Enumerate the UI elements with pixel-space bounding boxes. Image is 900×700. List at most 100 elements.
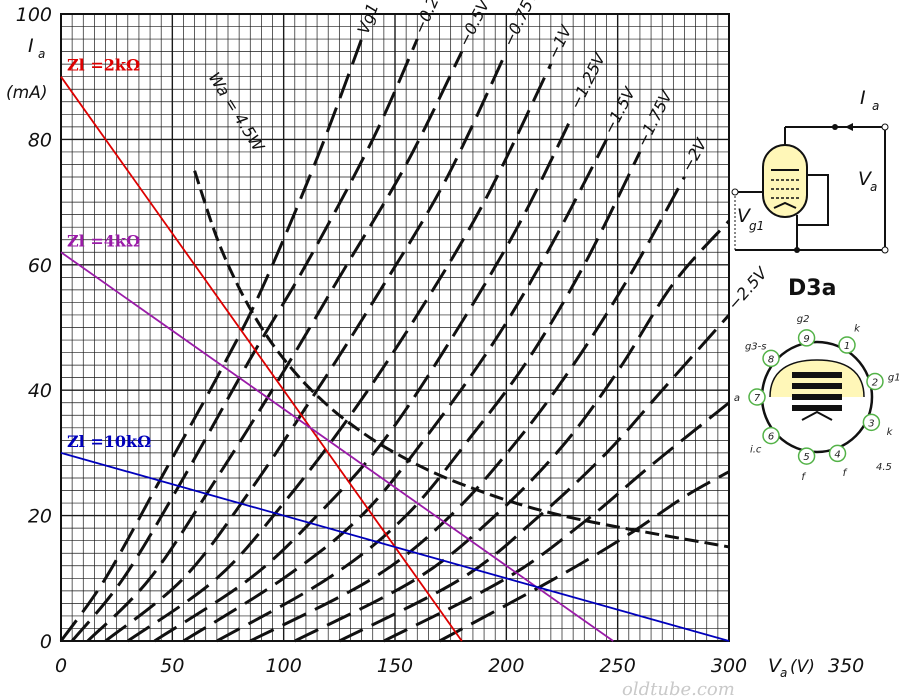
pin-number: 5: [803, 452, 809, 463]
load-line: [60, 251, 614, 642]
x-tick-label: 50: [160, 655, 184, 677]
cathode-junction: [794, 247, 800, 253]
x-tick-label: 150: [377, 655, 413, 677]
y-tick-label: 60: [28, 255, 52, 277]
x-tick-label: 250: [600, 655, 636, 677]
schematic-anode-sub: a: [870, 180, 877, 194]
load-line-label: Zl =4kΩ: [67, 231, 140, 250]
y-axis-subscript: a: [38, 47, 45, 61]
characteristic-curve: [126, 63, 553, 643]
curve-label: −1.5V: [599, 83, 639, 137]
y-tick-label: 0: [40, 631, 52, 653]
tube-envelope: [762, 144, 808, 218]
electrode-bar-4: [792, 405, 842, 411]
x-tick-label: 200: [488, 655, 524, 677]
characteristic-curve: [294, 219, 731, 643]
x-tick-label: 300: [711, 655, 747, 677]
pin-circle: [748, 388, 766, 406]
y-tick-label: 100: [16, 4, 52, 26]
y-axis-title: I a (mA): [6, 35, 47, 103]
pin-number: 3: [868, 418, 874, 429]
screen-wire: [797, 174, 829, 226]
pin-label: g3-s: [745, 342, 767, 353]
schematic-anode-voltage: V: [858, 168, 873, 190]
pin-label: f: [801, 472, 806, 483]
grid-terminal: [731, 188, 739, 196]
pin-label: a: [734, 393, 740, 404]
schematic-background: [730, 103, 898, 265]
schematic-grid-sub: g1: [749, 219, 764, 233]
anode-terminal: [881, 123, 889, 131]
current-arrow-icon: [845, 123, 853, 131]
x-tick-label: 100: [266, 655, 302, 677]
electrode-bar-2: [792, 383, 842, 389]
heater-symbol: [801, 410, 833, 421]
pin-number: 8: [768, 354, 774, 365]
x-axis-title: V a (V) 350: [768, 655, 864, 680]
characteristic-curve: [59, 38, 364, 642]
y-tick-label: 80: [28, 129, 52, 151]
pin-label: g1: [888, 372, 900, 383]
pin-number: 1: [844, 341, 850, 352]
characteristic-curve: [383, 401, 730, 643]
y-tick-label: 20: [28, 506, 52, 528]
characteristic-curve: [86, 50, 464, 643]
power-curve-label: Wa = 4.5W: [205, 69, 269, 156]
pin-label: i.c: [750, 444, 762, 455]
pin-label: k: [854, 324, 861, 335]
schematic-grid-voltage: V: [737, 205, 752, 227]
power-curve-line: [193, 170, 730, 549]
pin-number: 9: [803, 334, 809, 345]
characteristic-curve: [338, 313, 731, 643]
schematic-current-sub: a: [872, 99, 879, 113]
load-lines: Zl =2kΩ Zl =4kΩ Zl =10kΩ: [60, 56, 730, 642]
x-axis-unit: (V): [790, 657, 815, 677]
characteristic-curve: [70, 38, 419, 642]
x-axis-label: V: [768, 655, 783, 677]
schematic-current-label: I: [860, 87, 866, 109]
pin-number: 7: [754, 393, 761, 404]
y-tick-label: 40: [28, 380, 52, 402]
load-line: [60, 452, 730, 642]
curve-label: −2.5V: [724, 263, 772, 314]
y-axis-unit: (mA): [6, 83, 47, 103]
pin-number: 2: [872, 377, 878, 388]
pin-circle: [828, 444, 847, 463]
x-axis-subscript: a: [780, 666, 787, 680]
electrode-bar-1: [792, 372, 842, 378]
anode-junction: [832, 124, 838, 130]
electrode-bar-3: [792, 394, 842, 400]
curve-label: Vg1 = 0V: [354, 0, 399, 36]
characteristic-curve: [438, 470, 730, 643]
axis-ticks: 0 50 100 150 200 250 300 0 20 40 60 80 100: [16, 4, 747, 677]
pin-circle: [862, 413, 881, 432]
load-line-label: Zl =10kΩ: [67, 432, 151, 451]
pin-label: f: [843, 468, 848, 479]
curve-label: −0.5V: [454, 0, 494, 49]
tube-schematic: I a V a V g1 D3a: [730, 87, 898, 301]
load-line-label: Zl =2kΩ: [67, 56, 140, 75]
plot-frame: [60, 13, 730, 642]
pin-number: 6: [768, 432, 774, 443]
curve-label: −1.75V: [632, 87, 676, 150]
curve-label: −2V: [677, 135, 711, 175]
pin-label: k: [887, 427, 894, 438]
pin-circle: [762, 349, 780, 368]
x-tick-350: 350: [828, 655, 864, 677]
pin-number: 4: [834, 449, 840, 460]
watermark: oldtube.com: [622, 679, 735, 700]
pinout-small-mark: 4.5: [876, 462, 892, 473]
pin-label: g2: [797, 314, 810, 325]
characteristic-curve: [216, 151, 642, 643]
pin-circle: [762, 426, 780, 445]
curve-label: −1V: [543, 22, 576, 62]
curve-label: −1.25V: [566, 49, 610, 112]
pin-circle: [838, 336, 856, 354]
pin-circle: [866, 372, 884, 391]
cathode-terminal: [881, 246, 889, 254]
x-tick-label: 0: [55, 655, 67, 677]
tube-title: D3a: [788, 276, 836, 301]
characteristic-curve: [182, 138, 608, 643]
